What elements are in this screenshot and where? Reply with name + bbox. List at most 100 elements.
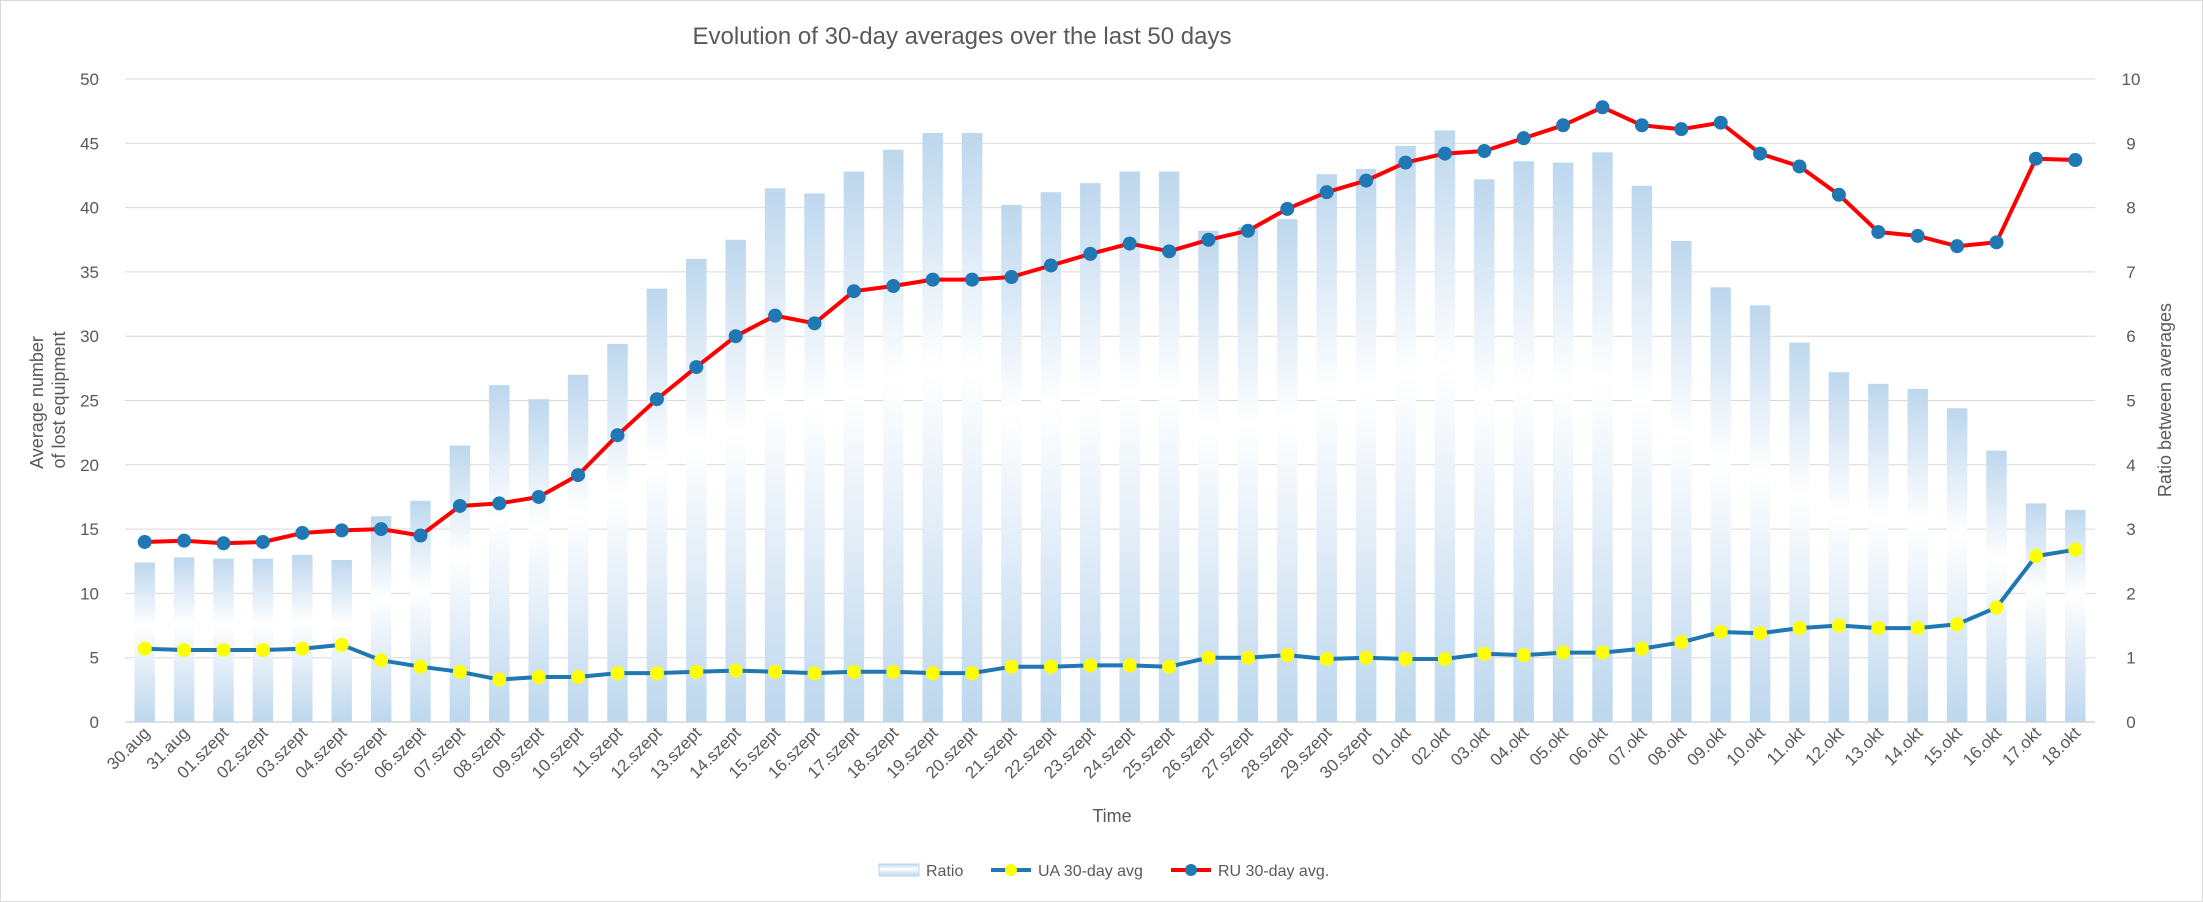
ua-point — [492, 672, 507, 687]
ua-point — [1240, 650, 1255, 665]
ua-point — [295, 641, 310, 656]
y-right-tick-label: 8 — [2126, 199, 2135, 218]
ua-point — [2028, 549, 2043, 564]
ua-point — [1083, 658, 1098, 673]
x-tick-label: 17.okt — [1999, 723, 2045, 769]
ua-point — [1516, 648, 1531, 663]
ratio-bar — [1749, 305, 1771, 722]
ru-point — [610, 428, 625, 443]
ru-point — [1004, 270, 1019, 285]
ru-point — [1792, 159, 1807, 174]
ru-point — [1083, 246, 1098, 261]
ratio-bar — [1710, 287, 1731, 722]
y-right-tick-label: 10 — [2122, 70, 2141, 89]
ratio-bar — [173, 557, 195, 722]
ru-point — [846, 284, 861, 299]
ua-point — [1437, 651, 1452, 666]
ru-point — [216, 536, 231, 551]
ratio-bar — [1080, 183, 1101, 722]
y-right-tick-label: 6 — [2126, 327, 2135, 346]
ru-point — [1437, 146, 1452, 161]
ua-point — [728, 663, 743, 678]
y-right-tick-label: 2 — [2126, 584, 2135, 603]
ua-point — [571, 669, 586, 684]
ratio-bar — [489, 385, 510, 722]
ru-point — [1556, 118, 1571, 133]
x-tick-label: 12.okt — [1802, 723, 1848, 769]
ratio-bar — [1592, 152, 1613, 722]
y-left-tick-label: 25 — [80, 392, 99, 411]
ratio-bar — [1158, 171, 1180, 723]
ru-point — [334, 523, 349, 538]
ua-point — [1831, 618, 1846, 633]
ru-point — [1319, 185, 1334, 200]
x-tick-label: 01.okt — [1368, 723, 1414, 769]
ru-point — [1713, 115, 1728, 130]
ru-point — [1634, 118, 1649, 133]
ua-point — [1871, 621, 1886, 636]
ua-point — [610, 666, 625, 681]
ratio-bar — [1868, 383, 1889, 722]
ratio-bar — [2065, 509, 2086, 722]
ua-point — [1319, 651, 1334, 666]
y-right-tick-label: 7 — [2126, 263, 2135, 282]
ua-point — [649, 666, 664, 681]
ru-point — [177, 533, 192, 548]
ua-point — [846, 664, 861, 679]
ua-point — [1634, 641, 1649, 656]
ru-point — [1516, 131, 1531, 146]
ru-series-line — [144, 105, 2076, 546]
ua-point — [1280, 648, 1295, 663]
ua-point — [452, 664, 467, 679]
ru-point — [768, 308, 783, 323]
y-right-tick-label: 1 — [2126, 649, 2135, 668]
ratio-bar — [528, 399, 549, 722]
legend-marker-ua — [1005, 864, 1017, 876]
legend-swatch-ratio — [878, 863, 920, 877]
ratio-bar — [213, 558, 234, 722]
ua-point — [2068, 542, 2083, 557]
ua-point — [1201, 650, 1216, 665]
y-right-tick-label: 9 — [2126, 134, 2135, 153]
ru-point — [492, 496, 507, 511]
ua-point — [1595, 645, 1610, 660]
ru-point — [1831, 187, 1846, 202]
ru-point — [1674, 122, 1689, 137]
y-right-tick-label: 3 — [2126, 520, 2135, 539]
chart-title: Evolution of 30-day averages over the la… — [693, 23, 1232, 50]
ru-point — [925, 272, 940, 287]
ua-point — [531, 669, 546, 684]
ratio-bar — [1355, 169, 1377, 722]
ru-point — [531, 489, 546, 504]
y-left-tick-label: 10 — [80, 584, 99, 603]
ua-point — [768, 664, 783, 679]
ua-point — [1674, 635, 1689, 650]
legend-label-ua: UA 30-day avg — [1038, 863, 1143, 880]
ru-point — [1477, 144, 1492, 159]
ru-point — [374, 522, 389, 537]
ru-point — [295, 525, 310, 540]
ru-point — [807, 316, 822, 331]
ratio-bar — [1198, 230, 1219, 723]
ru-point — [2028, 151, 2043, 166]
ua-point — [807, 666, 822, 681]
ua-point — [689, 664, 704, 679]
ru-point — [1122, 236, 1137, 251]
ua-point — [137, 641, 152, 656]
y-left-tick-label: 5 — [90, 649, 99, 668]
legend-item-ru: RU 30-day avg. — [1171, 863, 1329, 880]
y-left-tick-label: 20 — [80, 456, 99, 475]
ua-point — [1792, 621, 1807, 636]
ua-point — [177, 642, 192, 657]
ratio-bar — [1986, 450, 2007, 722]
x-tick-label: 07.okt — [1605, 723, 1651, 769]
ratio-bar — [1828, 372, 1850, 722]
legend-item-ratio: Ratio — [878, 863, 963, 880]
ua-point — [255, 642, 270, 657]
ua-point — [1753, 626, 1768, 641]
legend-item-ua: UA 30-day avg — [991, 863, 1143, 880]
x-axis-title: Time — [1092, 806, 1131, 826]
ratio-bar — [686, 259, 707, 722]
ratio-bar — [2025, 503, 2047, 722]
ua-point — [1910, 621, 1925, 636]
